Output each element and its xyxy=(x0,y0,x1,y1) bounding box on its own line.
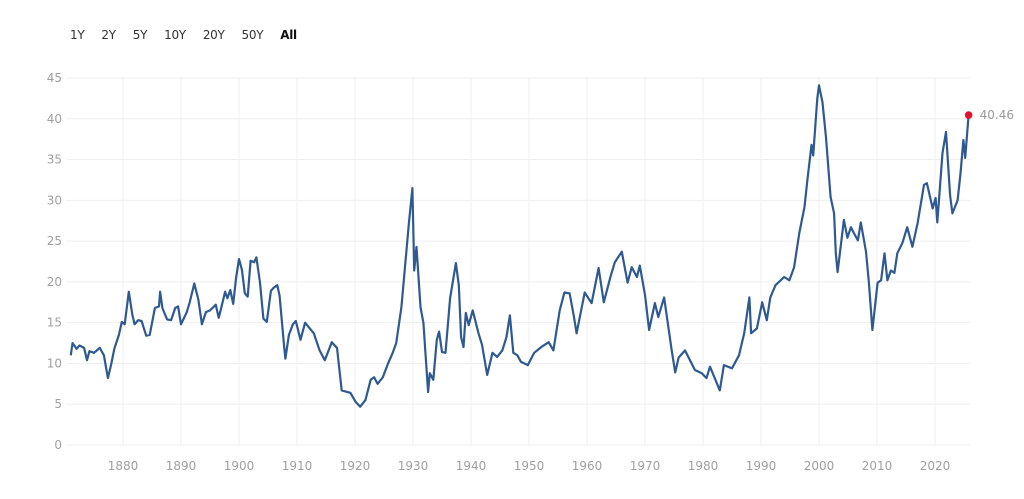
x-tick-label: 1950 xyxy=(514,459,545,473)
range-selector: 1Y 2Y 5Y 10Y 20Y 50Y All xyxy=(70,28,314,42)
x-tick-label: 1960 xyxy=(572,459,603,473)
range-5y-button[interactable]: 5Y xyxy=(132,28,148,42)
y-tick-label: 15 xyxy=(47,316,62,330)
x-tick-label: 1920 xyxy=(340,459,371,473)
y-tick-label: 45 xyxy=(47,71,62,85)
x-tick-label: 1900 xyxy=(224,459,255,473)
y-tick-label: 25 xyxy=(47,234,62,248)
range-1y-button[interactable]: 1Y xyxy=(70,28,85,42)
y-tick-label: 35 xyxy=(47,153,62,167)
x-tick-label: 2000 xyxy=(804,459,835,473)
last-value-label: 40.46 xyxy=(980,108,1014,122)
y-axis: 0 5 10 15 20 25 30 35 40 45 xyxy=(47,71,62,452)
y-tick-label: 10 xyxy=(47,356,62,370)
x-tick-label: 2010 xyxy=(862,459,893,473)
x-tick-label: 1930 xyxy=(398,459,429,473)
x-axis: 1880 1890 1900 1910 1920 1930 1940 1950 1960 1970… xyxy=(108,459,951,473)
range-50y-button[interactable]: 50Y xyxy=(241,28,264,42)
x-tick-label: 1890 xyxy=(166,459,197,473)
grid xyxy=(66,77,971,446)
y-tick-label: 20 xyxy=(47,275,62,289)
x-tick-label: 2020 xyxy=(920,459,951,473)
y-tick-label: 5 xyxy=(54,397,62,411)
x-tick-label: 1980 xyxy=(688,459,719,473)
x-tick-label: 1880 xyxy=(108,459,139,473)
x-tick-label: 1990 xyxy=(746,459,777,473)
series-line-cape xyxy=(69,84,970,408)
y-tick-label: 40 xyxy=(47,112,62,126)
y-tick-label: 0 xyxy=(54,438,62,452)
last-point-marker[interactable] xyxy=(964,111,973,119)
x-tick-label: 1970 xyxy=(630,459,661,473)
x-tick-label: 1940 xyxy=(456,459,487,473)
range-2y-button[interactable]: 2Y xyxy=(101,28,116,42)
y-tick-label: 30 xyxy=(47,193,62,207)
range-20y-button[interactable]: 20Y xyxy=(202,28,225,42)
x-tick-label: 1910 xyxy=(282,459,313,473)
range-10y-button[interactable]: 10Y xyxy=(164,28,186,42)
range-all-button[interactable]: All xyxy=(280,28,297,42)
